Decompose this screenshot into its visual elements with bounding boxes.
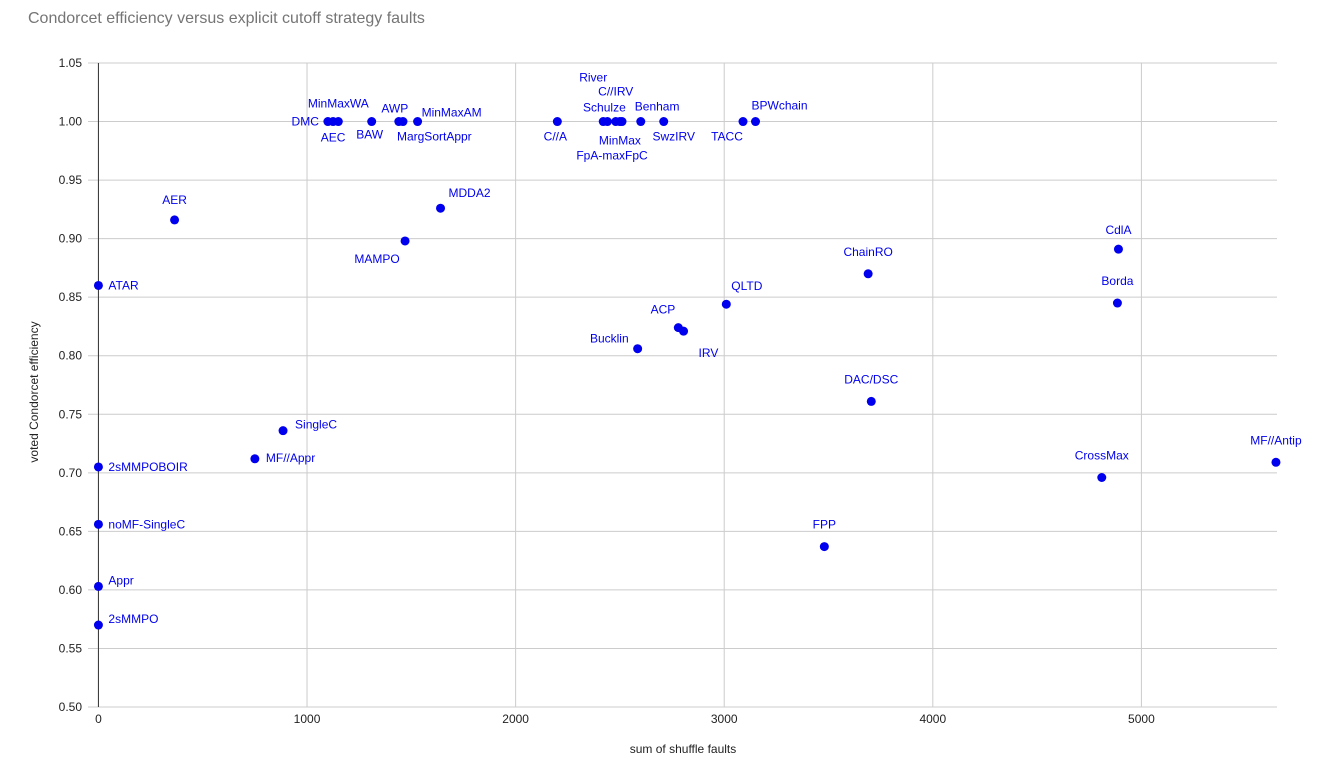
data-label: SingleC — [295, 418, 337, 432]
data-label: CdlA — [1105, 223, 1131, 237]
data-label: MF//Antip — [1250, 433, 1302, 447]
data-label: MF//Appr — [266, 451, 315, 465]
data-label: IRV — [699, 346, 719, 360]
data-point — [633, 344, 643, 354]
x-tick-label: 1000 — [294, 712, 321, 726]
data-point — [93, 519, 103, 529]
data-label: noMF-SingleC — [108, 517, 185, 531]
x-tick-label: 4000 — [919, 712, 946, 726]
y-tick-label: 0.75 — [59, 407, 83, 421]
x-axis-label: sum of shuffle faults — [630, 742, 737, 756]
x-tick-label: 5000 — [1128, 712, 1155, 726]
y-tick-label: 1.00 — [59, 115, 83, 129]
data-point — [333, 117, 343, 127]
data-label: 2sMMPO — [108, 612, 158, 626]
y-axis-label: voted Condorcet efficiency — [27, 321, 41, 462]
y-tick-label: 0.60 — [59, 583, 83, 597]
data-label: ATAR — [108, 278, 139, 292]
data-label: Bucklin — [590, 332, 629, 346]
data-label: AER — [162, 193, 187, 207]
y-tick-label: 0.85 — [59, 290, 83, 304]
data-label: BPWchain — [752, 99, 808, 113]
data-point — [278, 426, 288, 436]
y-tick-label: 0.80 — [59, 349, 83, 363]
data-point — [866, 396, 876, 406]
data-label: MAMPO — [354, 252, 399, 266]
data-point — [170, 215, 180, 225]
chart-title: Condorcet efficiency versus explicit cut… — [28, 10, 425, 27]
data-point — [367, 117, 377, 127]
data-label: TACC — [711, 130, 743, 144]
data-label: AWP — [381, 102, 408, 116]
data-point — [93, 280, 103, 290]
data-point — [659, 117, 669, 127]
y-tick-label: 0.50 — [59, 700, 83, 714]
data-point — [602, 117, 612, 127]
data-point — [436, 203, 446, 213]
data-point — [617, 117, 627, 127]
x-tick-label: 0 — [95, 712, 102, 726]
data-label: Borda — [1101, 274, 1133, 288]
data-label: River — [579, 71, 607, 85]
y-tick-label: 0.65 — [59, 524, 83, 538]
tick-labels: 0.50 0.55 0.60 0.65 0.70 0.75 0.80 0.85 0.90 0.95… — [59, 56, 1155, 726]
data-point — [751, 117, 761, 127]
data-label: SwzIRV — [652, 130, 694, 144]
data-point — [1271, 457, 1281, 467]
data-label: CrossMax — [1075, 449, 1129, 463]
data-point — [413, 117, 423, 127]
data-label: FPP — [813, 518, 836, 532]
data-point — [398, 117, 408, 127]
data-point — [250, 454, 260, 464]
data-label: ChainRO — [843, 245, 892, 259]
gridlines — [88, 62, 1277, 708]
data-label: C//IRV — [598, 85, 633, 99]
data-point — [1097, 473, 1107, 483]
y-tick-label: 0.95 — [59, 173, 83, 187]
data-label: MDDA2 — [449, 186, 491, 200]
data-label: MargSortAppr — [397, 130, 472, 144]
data-label: DAC/DSC — [844, 372, 898, 386]
data-label: FpA-maxFpC — [576, 149, 648, 163]
x-tick-label: 3000 — [711, 712, 738, 726]
data-point — [93, 581, 103, 591]
data-label: MinMaxWA — [308, 97, 369, 111]
data-label: 2sMMPOBOIR — [108, 460, 188, 474]
data-point — [819, 542, 829, 552]
data-point — [400, 236, 410, 246]
data-point — [738, 117, 748, 127]
data-label: Schulze — [583, 101, 626, 115]
data-label: Appr — [108, 573, 133, 587]
data-label: MinMax — [599, 134, 641, 148]
y-tick-label: 1.05 — [59, 56, 83, 70]
data-points — [93, 117, 1281, 630]
data-point — [93, 462, 103, 472]
data-point — [679, 326, 689, 336]
data-point — [1113, 244, 1123, 254]
data-label: ACP — [651, 303, 676, 317]
data-label: AEC — [321, 131, 346, 145]
data-label: C//A — [544, 130, 567, 144]
data-label: QLTD — [731, 279, 762, 293]
y-tick-label: 0.55 — [59, 641, 83, 655]
data-label: DMC — [292, 115, 320, 129]
data-point — [863, 269, 873, 279]
y-tick-label: 0.90 — [59, 232, 83, 246]
data-point — [636, 117, 646, 127]
data-point — [552, 117, 562, 127]
data-point — [1112, 298, 1122, 308]
data-label: MinMaxAM — [422, 106, 482, 120]
data-point — [721, 299, 731, 309]
y-tick-label: 0.70 — [59, 466, 83, 480]
data-point — [93, 620, 103, 630]
data-label: BAW — [356, 128, 384, 142]
x-tick-label: 2000 — [502, 712, 529, 726]
data-label: Benham — [635, 100, 680, 114]
